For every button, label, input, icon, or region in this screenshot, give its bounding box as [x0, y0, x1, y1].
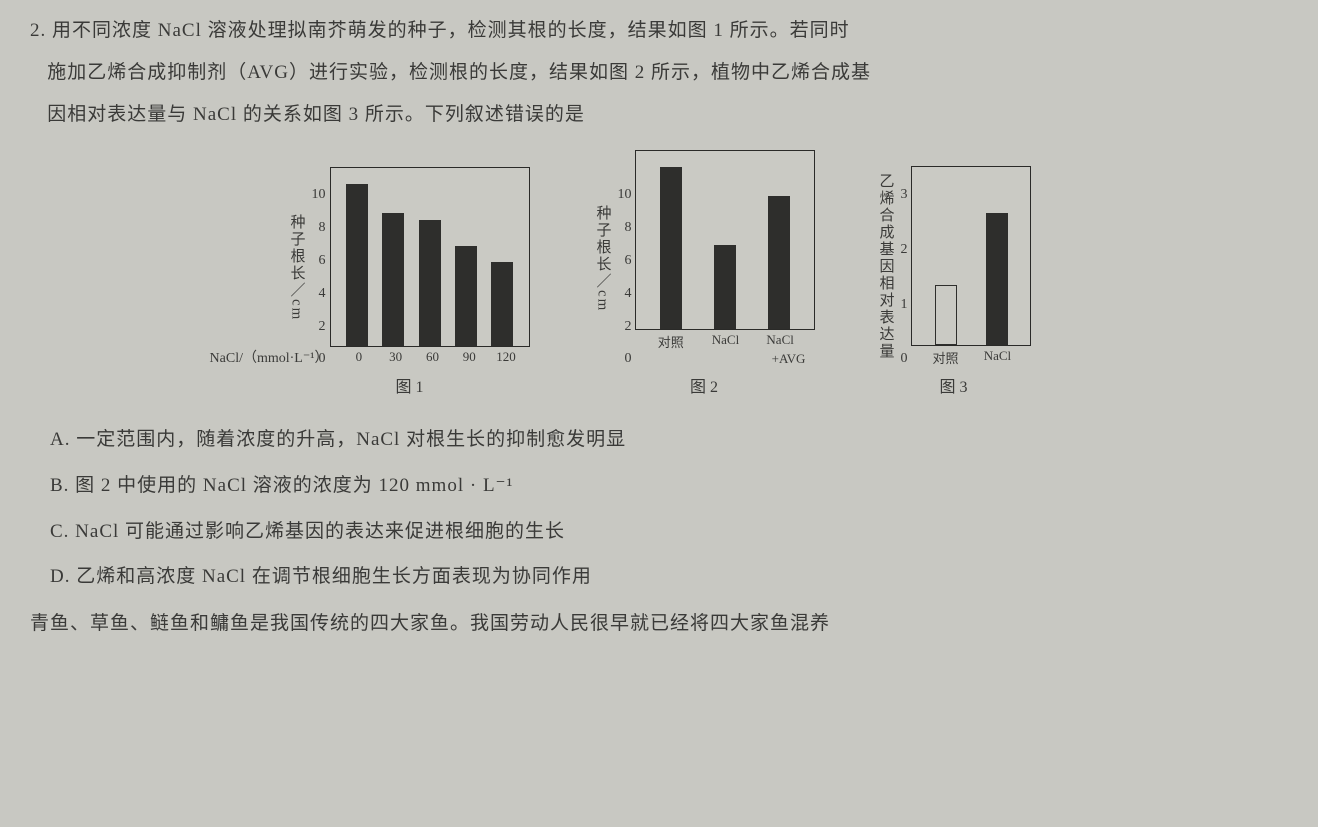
y-tick: 6 [624, 253, 631, 269]
option-b: B. 图 2 中使用的 NaCl 溶液的浓度为 120 mmol · L⁻¹ [50, 463, 1288, 509]
chart-1: 种子根长／cm 1086420 NaCl/（mmol·L⁻¹） 03060901… [287, 167, 533, 397]
chart1-yticks: 1086420 [312, 187, 330, 367]
chart1-ylabel: 种子根长／cm [287, 214, 312, 321]
y-tick: 0 [624, 351, 631, 367]
question-line1: 用不同浓度 NaCl 溶液处理拟南芥萌发的种子，检测其根的长度，结果如图 1 所… [52, 20, 850, 41]
y-tick: 2 [900, 242, 907, 258]
question-line2: 施加乙烯合成抑制剂（AVG）进行实验，检测根的长度，结果如图 2 所示，植物中乙… [47, 62, 871, 83]
chart2-xticks: 对照NaClNaCl [635, 330, 815, 351]
question-stem: 2. 用不同浓度 NaCl 溶液处理拟南芥萌发的种子，检测其根的长度，结果如图 … [30, 10, 1288, 135]
option-a: A. 一定范围内，随着浓度的升高，NaCl 对根生长的抑制愈发明显 [50, 417, 1288, 463]
bar [935, 285, 957, 345]
chart2-caption: 图 2 [690, 373, 718, 397]
y-tick: 10 [312, 187, 326, 203]
y-tick: 6 [319, 253, 326, 269]
x-tick: NaCl [971, 348, 1023, 367]
options-list: A. 一定范围内，随着浓度的升高，NaCl 对根生长的抑制愈发明显 B. 图 2… [30, 417, 1288, 599]
bar [714, 245, 736, 330]
question-line3: 因相对表达量与 NaCl 的关系如图 3 所示。下列叙述错误的是 [47, 104, 585, 125]
chart1-plot [330, 167, 530, 347]
y-tick: 4 [319, 286, 326, 302]
chart2-sublabel: +AVG [635, 351, 815, 367]
option-d: D. 乙烯和高浓度 NaCl 在调节根细胞生长方面表现为协同作用 [50, 554, 1288, 600]
y-tick: 0 [900, 351, 907, 367]
bar [455, 246, 477, 347]
bar [660, 167, 682, 329]
bar [986, 213, 1008, 345]
footer-text: 青鱼、草鱼、鲢鱼和鳙鱼是我国传统的四大家鱼。我国劳动人民很早就已经将四大家鱼混养 [30, 608, 1288, 635]
y-tick: 8 [319, 220, 326, 236]
chart2-yticks: 10 8 6 4 2 0 [617, 187, 635, 367]
chart-3: 乙烯合成基因相对表达量 3 2 1 0 对照NaCl 图 3 [875, 166, 1031, 397]
chart3-ylabel: 乙烯合成基因相对表达量 [875, 173, 900, 360]
bar [491, 262, 513, 347]
x-tick: NaCl [698, 332, 753, 351]
bar [346, 184, 368, 346]
y-tick: 8 [624, 220, 631, 236]
chart3-xticks: 对照NaCl [911, 346, 1031, 367]
chart2-ylabel: 种子根长／cm [592, 205, 617, 312]
chart3-caption: 图 3 [939, 373, 967, 397]
x-tick: 60 [414, 349, 451, 365]
option-c: C. NaCl 可能通过影响乙烯基因的表达来促进根细胞的生长 [50, 509, 1288, 555]
question-number: 2. [30, 20, 46, 41]
bar [768, 196, 790, 329]
chart3-yticks: 3 2 1 0 [900, 187, 911, 367]
x-tick: 对照 [643, 332, 698, 351]
chart-2: 种子根长／cm 1086420 对照NaClNaCl +AVG 图 2 [592, 150, 815, 397]
x-tick: 对照 [919, 348, 971, 367]
x-tick: 90 [451, 349, 488, 365]
y-tick: 3 [900, 187, 907, 203]
y-tick: 4 [624, 286, 631, 302]
y-tick: 2 [624, 319, 631, 335]
bar [382, 213, 404, 346]
chart1-xlabel: NaCl/（mmol·L⁻¹） [210, 347, 333, 367]
bar [419, 220, 441, 346]
x-tick: NaCl [753, 332, 808, 351]
y-tick: 10 [617, 187, 631, 203]
chart3-plot [911, 166, 1031, 346]
y-tick: 1 [900, 297, 907, 313]
chart2-plot [635, 150, 815, 330]
x-tick: 120 [488, 349, 525, 365]
charts-row: 种子根长／cm 1086420 NaCl/（mmol·L⁻¹） 03060901… [30, 150, 1288, 397]
x-tick: 0 [340, 349, 377, 365]
chart1-xticks: 0306090120 [332, 347, 532, 365]
x-tick: 30 [377, 349, 414, 365]
y-tick: 2 [319, 319, 326, 335]
chart1-caption: 图 1 [395, 373, 423, 397]
